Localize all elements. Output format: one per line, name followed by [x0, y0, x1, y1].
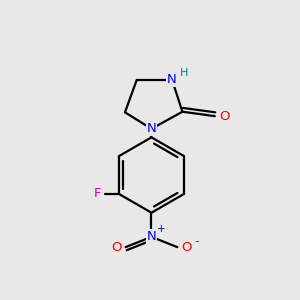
Text: N: N	[147, 122, 156, 135]
Text: O: O	[219, 110, 230, 123]
Text: N: N	[147, 230, 156, 243]
Text: +: +	[157, 224, 165, 235]
Text: O: O	[181, 241, 191, 254]
Text: H: H	[180, 68, 189, 78]
Text: N: N	[167, 74, 177, 86]
Text: O: O	[112, 241, 122, 254]
Text: F: F	[94, 188, 101, 200]
Text: -: -	[194, 235, 199, 248]
